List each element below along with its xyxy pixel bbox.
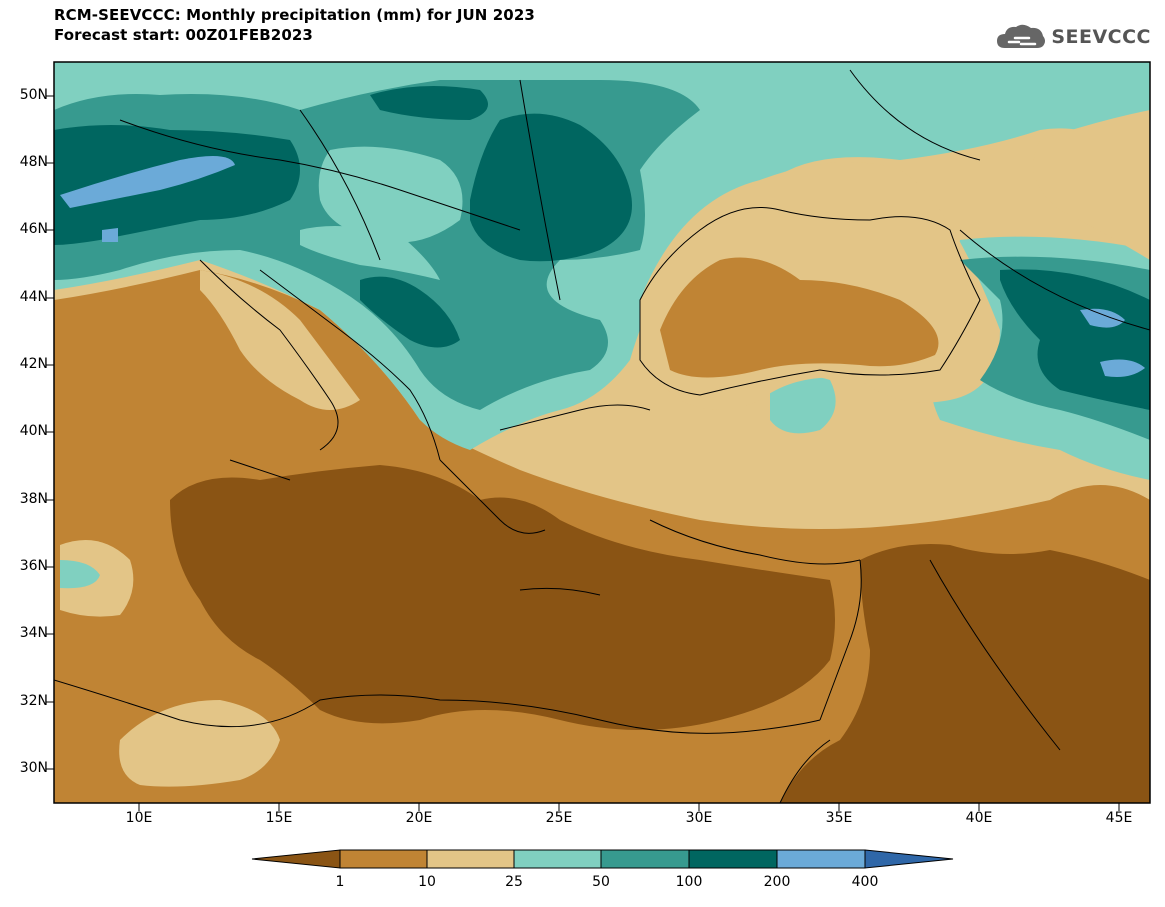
field-very-dry-med	[170, 465, 835, 730]
x-label-20e: 20E	[405, 810, 433, 826]
field-very-wet-carpathians	[470, 113, 632, 262]
y-ticks	[46, 95, 54, 770]
colorbar-label-10: 10	[418, 874, 436, 890]
coastline-turkey-south	[649, 519, 861, 565]
y-label-40n: 40N	[19, 423, 48, 439]
coastline-blacksea	[639, 207, 981, 396]
y-label-44n: 44N	[19, 289, 48, 305]
x-ticks	[138, 803, 1120, 811]
y-label-42n: 42N	[19, 356, 48, 372]
seevccc-logo: SEEVCCC	[995, 22, 1151, 52]
colorbar-bin-25-50	[513, 849, 602, 869]
colorbar-bin-200-400	[776, 849, 866, 869]
coastline-crete	[519, 587, 601, 596]
colorbar-bin-50-100	[600, 849, 690, 869]
colorbar-bin-10-25	[426, 849, 515, 869]
coastline-adriatic	[259, 269, 441, 461]
colorbar-label-1: 1	[335, 874, 345, 890]
x-label-40e: 40E	[965, 810, 993, 826]
x-label-30e: 30E	[685, 810, 713, 826]
coastline-levant	[819, 559, 862, 721]
y-label-46n: 46N	[19, 221, 48, 237]
map-fields	[54, 62, 1150, 803]
y-label-38n: 38N	[19, 491, 48, 507]
cloud-icon	[997, 24, 1046, 48]
y-label-48n: 48N	[19, 154, 48, 170]
y-label-30n: 30N	[19, 760, 48, 776]
colorbar	[251, 849, 954, 869]
y-label-34n: 34N	[19, 625, 48, 641]
x-label-25e: 25E	[545, 810, 573, 826]
field-moderate-ne	[1033, 110, 1150, 260]
field-extreme-caucasus1	[1080, 308, 1125, 328]
field-dry-blacksea	[660, 257, 939, 378]
coastline-greece	[439, 404, 651, 534]
field-moderate-italy	[200, 270, 360, 410]
field-light-wet-tunisia	[60, 560, 100, 589]
colorbar-label-200: 200	[763, 874, 791, 890]
border-lines	[119, 69, 1150, 803]
x-label-45e: 45E	[1105, 810, 1133, 826]
logo-text: SEEVCCC	[1051, 26, 1151, 48]
x-label-15e: 15E	[265, 810, 293, 826]
y-label-36n: 36N	[19, 558, 48, 574]
chart-title-line2: Forecast start: 00Z01FEB2023	[54, 26, 313, 44]
colorbar-label-50: 50	[592, 874, 610, 890]
field-very-wet-balkans	[360, 276, 460, 348]
y-label-50n: 50N	[19, 87, 48, 103]
field-moderate-libya	[119, 700, 280, 787]
colorbar-bin-100-200	[688, 849, 778, 869]
coastline-italy	[199, 259, 339, 481]
colorbar-label-25: 25	[505, 874, 523, 890]
field-light-wet-alps	[318, 146, 463, 243]
field-extreme-alps1	[60, 156, 235, 208]
field-light-wet-pannonia	[300, 226, 440, 280]
x-label-10e: 10E	[125, 810, 153, 826]
coastline-africa	[54, 679, 821, 734]
field-extreme-alps2	[102, 228, 118, 242]
field-very-dry-levant	[780, 544, 1150, 803]
colorbar-lower-arrow	[251, 849, 341, 869]
colorbar-bin-1-10	[339, 849, 428, 869]
field-very-wet-north	[370, 86, 488, 120]
x-label-35e: 35E	[825, 810, 853, 826]
colorbar-label-400: 400	[851, 874, 879, 890]
colorbar-label-100: 100	[675, 874, 703, 890]
map-coastlines	[54, 69, 1150, 803]
y-label-32n: 32N	[19, 693, 48, 709]
field-light-wet-anatolia	[770, 376, 836, 434]
chart-title-line1: RCM-SEEVCCC: Monthly precipitation (mm) …	[54, 6, 535, 24]
field-extreme-caucasus2	[1100, 359, 1145, 377]
colorbar-upper-arrow	[864, 849, 954, 869]
